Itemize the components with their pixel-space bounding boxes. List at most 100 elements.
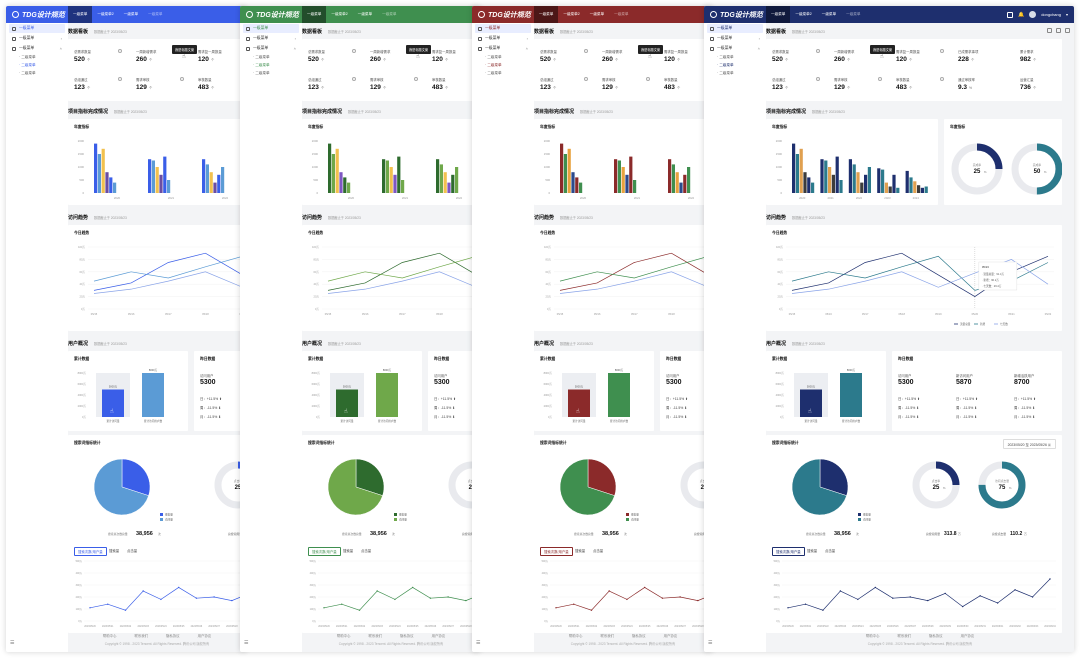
metric-label: 需求审核 <box>834 78 848 82</box>
search-tab-1[interactable]: 搜索次数/用户量 <box>308 547 341 556</box>
footer-link-4[interactable]: 用户协议 <box>431 634 446 638</box>
search-tab-1[interactable]: 搜索次数/用户量 <box>772 547 805 556</box>
top-tab-2[interactable]: 一级菜单2 <box>563 12 580 16</box>
data-point <box>944 592 946 595</box>
sidebar-subitem-3[interactable]: · 二级菜单 <box>253 71 270 75</box>
sidebar-item-3[interactable]: 一级菜单 ˄ <box>475 44 531 53</box>
footer-link-4[interactable]: 用户协议 <box>197 634 212 638</box>
sidebar-subitem-3[interactable]: · 二级菜单 <box>19 71 36 75</box>
trend-card: 今日趋势 100万 80万 60万 40万 20万 0万 05/15 05/16 05/17 05/… <box>534 225 712 331</box>
metric-label: 一周新增需求 <box>370 50 391 54</box>
legend-label: 搜索量 <box>631 513 639 517</box>
bar-mark <box>864 174 868 193</box>
top-tab-3[interactable]: 一级菜单 <box>123 12 139 16</box>
top-tab-4[interactable]: 一级菜单 <box>846 12 861 16</box>
search-tab-3[interactable]: 点击量 <box>593 549 604 553</box>
fullscreen-icon[interactable] <box>1065 28 1070 33</box>
collapse-menu-icon[interactable]: ☰ <box>476 640 481 646</box>
footer-link-2[interactable]: 联系我们 <box>368 634 382 638</box>
export-icon[interactable] <box>1047 28 1052 33</box>
sidebar-subitem-1[interactable]: · 二级菜单 <box>253 55 270 59</box>
sidebar-subitem-2[interactable]: · 二级菜单 <box>19 63 36 67</box>
section-title-project: 项目指标完成情况 数据截止于 2023/05/23 <box>302 103 381 117</box>
top-tab-3[interactable]: 一级菜单 <box>589 12 605 16</box>
metric-9: 通过审核率 9.3% <box>958 77 975 91</box>
search-tab-3[interactable]: 点击量 <box>127 549 138 553</box>
sidebar-subitem-2[interactable]: · 二级菜单 <box>253 63 270 67</box>
search-tab-3[interactable]: 点击量 <box>361 549 372 553</box>
search-tab-2[interactable]: 搜索量 <box>807 549 818 553</box>
bar-mark <box>896 187 900 193</box>
sidebar-item-2[interactable]: 一级菜单 › <box>707 34 763 43</box>
top-tab-2[interactable]: 一级菜单2 <box>97 12 114 16</box>
sidebar-item-2[interactable]: 一级菜单 › <box>243 34 299 43</box>
sidebar-item-2[interactable]: 一级菜单 › <box>9 34 65 43</box>
sidebar-item-1[interactable]: 一级菜单 <box>9 24 65 33</box>
footer-link-2[interactable]: 联系我们 <box>600 634 614 638</box>
sidebar-item-1[interactable]: 一级菜单 <box>243 24 299 33</box>
search-tab-1[interactable]: 搜索次数/用户量 <box>74 547 107 556</box>
footer-link-3[interactable]: 隐私协议 <box>632 634 646 638</box>
sidebar-subitem-1[interactable]: · 二级菜单 <box>717 55 734 59</box>
footer-link-3[interactable]: 隐私协议 <box>400 634 414 638</box>
search-tab-2[interactable]: 搜索量 <box>109 549 120 553</box>
sidebar-subitem-2[interactable]: · 二级菜单 <box>485 63 502 67</box>
footer-link-2[interactable]: 联系我们 <box>134 634 148 638</box>
sidebar-item-3[interactable]: 一级菜单 ˄ <box>707 44 763 53</box>
date-range-picker[interactable]: 2023/05/20 至 2023/05/26 ▣ <box>1002 439 1056 449</box>
yesterday-value: 8700 <box>1014 379 1030 386</box>
footer-link-3[interactable]: 隐私协议 <box>929 634 943 638</box>
section-heading: 数据看板 <box>302 29 323 35</box>
user-name[interactable]: dongchang <box>1041 12 1061 17</box>
bell-icon[interactable]: 🔔 <box>1017 11 1025 18</box>
search-tab-2[interactable]: 搜索量 <box>343 549 354 553</box>
top-tab-4[interactable]: 一级菜单 <box>382 12 397 16</box>
footer-link-1[interactable]: 帮助中心 <box>336 634 351 638</box>
top-tab-1[interactable]: 一级菜单 <box>302 6 327 23</box>
search-tab-2[interactable]: 搜索量 <box>575 549 586 553</box>
footer-link-2[interactable]: 联系我们 <box>897 634 911 638</box>
bar-mark <box>877 168 881 193</box>
sidebar-subitem-3[interactable]: · 二级菜单 <box>717 71 734 75</box>
top-tab-4[interactable]: 一级菜单 <box>614 12 629 16</box>
refresh-icon[interactable] <box>1056 28 1061 33</box>
metric-unit: 个 <box>382 86 387 90</box>
sidebar-item-3[interactable]: 一级菜单 ˄ <box>243 44 299 53</box>
sidebar-subitem-1[interactable]: · 二级菜单 <box>485 55 502 59</box>
top-tab-3[interactable]: 一级菜单 <box>357 12 373 16</box>
sidebar-item-3[interactable]: 一级菜单 ˄ <box>9 44 65 53</box>
top-tab-4[interactable]: 一级菜单 <box>148 12 163 16</box>
footer-link-1[interactable]: 帮助中心 <box>102 634 117 638</box>
search-tab-1[interactable]: 搜索次数/用户量 <box>540 547 573 556</box>
footer-link-1[interactable]: 帮助中心 <box>568 634 583 638</box>
search-tab-3[interactable]: 点击量 <box>825 549 836 553</box>
sidebar-subitem-3[interactable]: · 二级菜单 <box>485 71 502 75</box>
x-tick-label: 2023/05/27 <box>674 626 686 628</box>
sidebar-subitem-2[interactable]: · 二级菜单 <box>717 63 734 67</box>
metric-value: 123 个 <box>74 84 90 91</box>
top-tab-3[interactable]: 一级菜单 <box>821 12 837 16</box>
avatar[interactable] <box>1029 11 1037 18</box>
sidebar-item-1[interactable]: 一级菜单 <box>475 24 531 33</box>
collapse-menu-icon[interactable]: ☰ <box>10 640 15 646</box>
top-tab-2[interactable]: 一级菜单2 <box>331 12 348 16</box>
sidebar-item-1[interactable]: 一级菜单 <box>707 24 763 33</box>
collapse-menu-icon[interactable]: ☰ <box>244 640 249 646</box>
bar-mark <box>401 180 405 193</box>
footer-link-1[interactable]: 帮助中心 <box>865 634 880 638</box>
top-tab-2[interactable]: 一级菜单2 <box>795 12 812 16</box>
sidebar-item-2[interactable]: 一级菜单 › <box>475 34 531 43</box>
y-tick-label: 60万 <box>80 270 86 274</box>
footer-link-3[interactable]: 隐私协议 <box>166 634 180 638</box>
top-tab-1[interactable]: 一级菜单 <box>534 6 559 23</box>
sidebar-subitem-1[interactable]: · 二级菜单 <box>19 55 36 59</box>
top-tab-1[interactable]: 一级菜单 <box>766 6 791 23</box>
grid-icon[interactable] <box>1006 11 1013 18</box>
footer-link-4[interactable]: 用户协议 <box>960 634 975 638</box>
top-tab-1[interactable]: 一级菜单 <box>68 6 93 23</box>
bar-mark <box>671 164 675 193</box>
bar-mark <box>621 167 625 193</box>
x-tick-label: 2020 <box>799 196 806 200</box>
collapse-menu-icon[interactable]: ☰ <box>708 640 713 646</box>
footer-link-4[interactable]: 用户协议 <box>663 634 678 638</box>
